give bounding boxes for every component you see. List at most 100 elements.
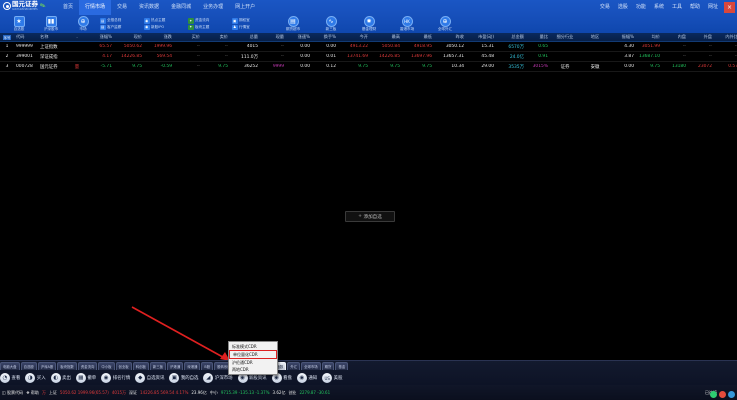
cdr-context-menu[interactable]: 标准模式CDR 单位量化CDR 沪伦通CDR 两地CDR [228, 341, 278, 375]
toolbar-global-fx-icon-button[interactable]: ⊕ 全球外汇 [430, 15, 460, 33]
market-tab-7[interactable]: 科创板 [132, 362, 149, 370]
column-header-open[interactable]: 今开 [359, 34, 368, 39]
menu-item-1[interactable]: 行情市场 [79, 0, 112, 15]
menu-item-6[interactable]: 网上开户 [235, 4, 256, 10]
toolbar-fund-icon-button[interactable]: ✸ 基金理财 [354, 15, 384, 33]
dock-market-icon: ◢ [203, 373, 214, 383]
right-menu-item-6[interactable]: 网址 [707, 4, 718, 10]
dock-news-button[interactable]: ◆ 自选资讯 [135, 373, 164, 383]
column-header-high[interactable]: 最高 [391, 34, 400, 39]
column-header-low[interactable]: 最低 [423, 34, 432, 39]
column-header-ratio[interactable]: 量比 [539, 34, 548, 39]
column-header-ask[interactable]: 卖价 [219, 34, 228, 39]
column-header-outer[interactable]: 外盘 [703, 34, 712, 39]
column-header-mark[interactable]: · [76, 34, 78, 40]
menu-item-5[interactable]: 业务办理 [203, 4, 224, 10]
column-header-turn[interactable]: 换手% [323, 34, 336, 39]
toolbar-fund-flow-icon-button[interactable]: ✦ 资金流向 [188, 18, 209, 24]
dock-us-button[interactable]: US 美股 [322, 373, 342, 383]
toolbar-futures-icon-button[interactable]: ▤ 期货超市 [278, 15, 308, 33]
tray-blue-icon[interactable] [728, 391, 735, 398]
column-header-amount[interactable]: 总金额 [511, 34, 524, 39]
toolbar-favorites-icon-button[interactable]: ★ 自选股 [4, 15, 34, 33]
market-tab-0[interactable]: 电脑大盘 [0, 362, 20, 370]
column-header-pe[interactable]: 市盈(动) [478, 34, 494, 39]
tray-red-icon[interactable] [719, 391, 726, 398]
column-header-prev[interactable]: 昨收 [455, 34, 464, 39]
column-header-inner[interactable]: 内盘 [677, 34, 686, 39]
market-tab-17[interactable]: 全球市场 [301, 362, 321, 370]
column-header-amp[interactable]: 振幅% [621, 34, 634, 39]
column-header-vol[interactable]: 总量 [249, 34, 258, 39]
market-tab-4[interactable]: 资金流向 [77, 362, 98, 370]
toolbar-hot-topic-icon-button[interactable]: ◉ 热点主题 [144, 18, 165, 24]
toolbar-full-push-icon-button[interactable]: ▤ 全推总则 [100, 18, 121, 24]
menu-item-3[interactable]: 资讯数据 [139, 4, 160, 10]
market-tab-3[interactable]: 板块指数 [57, 362, 77, 370]
dock-sell-button[interactable]: ◐ 卖出 [50, 373, 71, 383]
tray-green-icon[interactable] [710, 391, 717, 398]
market-tab-18[interactable]: 期货 [321, 362, 335, 370]
menu-item-0[interactable]: 首页 [63, 4, 74, 10]
toolbar-market-icon-button[interactable]: ⊕ 市场 [68, 15, 98, 33]
market-tab-11[interactable]: B股 [201, 362, 214, 370]
market-tab-9[interactable]: 沪港通 [167, 362, 184, 370]
dock-ipo-button[interactable]: ◉ 新股资讯 [237, 373, 267, 383]
column-header-bid[interactable]: 买价 [191, 34, 200, 39]
dock-ranking-button[interactable]: ◉ 排名行情 [101, 373, 130, 383]
right-menu-item-3[interactable]: 系统 [653, 4, 664, 10]
market-tab-10[interactable]: 深港通 [184, 362, 201, 370]
hk-market-icon: HK [401, 15, 413, 27]
dock-buy-button[interactable]: ◑ 买入 [25, 373, 46, 383]
toolbar-sector-topic-icon-button[interactable]: ✦ 板块主题 [188, 24, 209, 30]
toolbar-hk-market-icon-button[interactable]: HK 香港市场 [392, 15, 422, 33]
market-tab-1[interactable]: 自选股 [20, 362, 37, 370]
market-tab-8[interactable]: 新三板 [149, 362, 167, 370]
toolbar-chart-bars-icon-button[interactable]: ▮▮ 沪深股市 [36, 15, 66, 33]
toolbar-neeq-icon-button[interactable]: ∿ 新三板 [316, 15, 346, 33]
market-tab-19[interactable]: 基金 [335, 362, 349, 370]
market-tab-16[interactable]: 外汇 [287, 362, 301, 370]
column-header-io[interactable]: 内外比 [725, 34, 737, 39]
right-menu-item-0[interactable]: 交易 [599, 4, 610, 10]
right-menu-item-1[interactable]: 选股 [617, 4, 628, 10]
dock-view-button[interactable]: ◔ 查看 [0, 373, 20, 383]
market-tab-2[interactable]: 沪深A股 [37, 362, 57, 370]
close-icon[interactable]: × [724, 2, 735, 13]
right-menu-item-5[interactable]: 帮助 [689, 4, 700, 10]
column-header-sel[interactable]: 序号 [0, 34, 14, 40]
table-row[interactable]: 3 000728 国元证券 量 -5.71 9.75 -0.59 -- 9.75 36252 999… [0, 62, 737, 72]
column-header-code[interactable]: 代码 [16, 34, 25, 39]
cdr-menu-item-2[interactable]: 沪伦通CDR [232, 360, 253, 365]
dock-cancel-button[interactable]: ▦ 撤单 [75, 373, 96, 383]
market-tab-6[interactable]: 创业板 [115, 362, 132, 370]
column-header-avg[interactable]: 均价 [651, 34, 660, 39]
menu-item-4[interactable]: 金融同城 [171, 4, 192, 10]
table-row[interactable]: 2 399001 深证成指 4.17 14226.85 569.54 -- -- 111.0万 -… [0, 52, 737, 62]
toolbar-option-icon-button[interactable]: ▣ 期权宝 [232, 18, 250, 24]
cdr-menu-item-0[interactable]: 标准模式CDR [232, 344, 257, 349]
column-header-chg[interactable]: 涨跌 [163, 34, 172, 39]
column-header-chgpct[interactable]: 涨幅% [99, 34, 112, 39]
column-header-area[interactable]: 地区 [590, 34, 600, 39]
column-header-cvol[interactable]: 现量 [275, 34, 284, 39]
column-header-spd[interactable]: 涨速% [297, 34, 310, 39]
dock-myfav-button[interactable]: ▣ 我的自选 [169, 373, 198, 383]
dock-market-button[interactable]: ◢ 沪深市场 [203, 373, 233, 383]
cdr-menu-item-3[interactable]: 两地CDR [232, 367, 249, 372]
dock-notice-button[interactable]: ◉ 通知 [296, 373, 317, 383]
column-header-ind[interactable]: 细分行业 [556, 34, 574, 39]
cdr-menu-item-1[interactable]: 单位量化CDR [229, 350, 277, 359]
toolbar-quote-icon-button[interactable]: ♟ 行情宝 [232, 24, 250, 30]
dock-board-button[interactable]: ◉ 看盘 [271, 373, 292, 383]
table-row[interactable]: 1 999999 上证指数 65.57 5050.62 1999.96 -- -- 4015 --… [0, 42, 737, 52]
right-menu-item-2[interactable]: 功能 [635, 4, 646, 10]
column-header-name[interactable]: 名称 [40, 34, 49, 39]
right-menu-item-4[interactable]: 工具 [671, 4, 682, 10]
toolbar-client-monitor-icon-button[interactable]: ▤ 客户监察 [100, 24, 121, 30]
toolbar-ipo-icon-button[interactable]: ◉ 新股IPO [144, 24, 165, 30]
menu-item-2[interactable]: 交易 [117, 4, 128, 10]
column-header-price[interactable]: 现价 [133, 34, 142, 39]
add-to-watchlist-button[interactable]: + 添加自选 [345, 211, 395, 222]
market-tab-5[interactable]: 中小板 [98, 362, 115, 370]
